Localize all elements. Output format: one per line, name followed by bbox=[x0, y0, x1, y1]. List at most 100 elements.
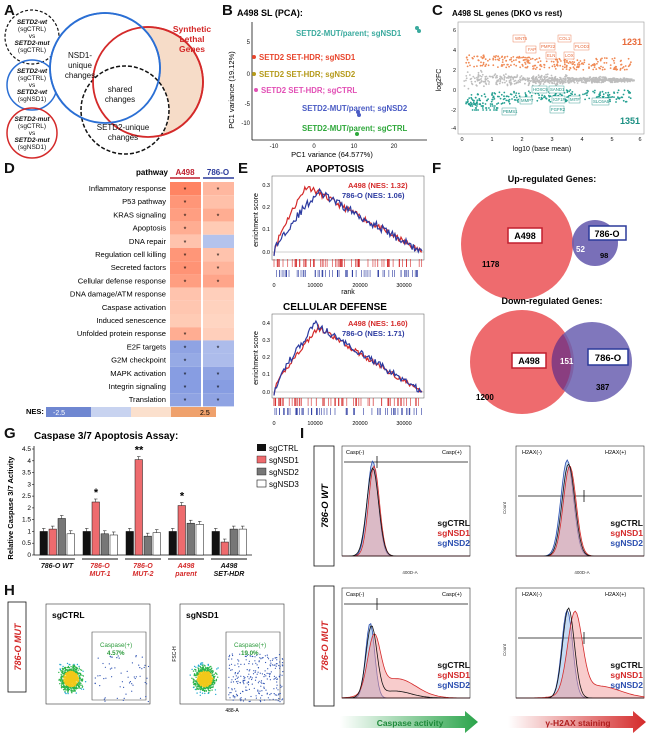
h-gated-event bbox=[251, 678, 253, 681]
h-gated-event bbox=[275, 676, 277, 678]
c-point bbox=[505, 73, 507, 75]
g-ytick: 1.5 bbox=[22, 517, 31, 524]
a-c2-l5: (sgNSD1) bbox=[18, 96, 47, 103]
h-gated-event bbox=[260, 680, 263, 682]
h-gated-event bbox=[245, 686, 247, 688]
h-event bbox=[205, 690, 207, 692]
a-c1-l4: SETD2-mut bbox=[14, 40, 50, 47]
c-down-point bbox=[617, 89, 620, 92]
h-gated-event bbox=[236, 677, 238, 679]
c-up-point bbox=[529, 58, 532, 61]
c-point bbox=[471, 83, 474, 86]
c-up-point bbox=[593, 66, 596, 68]
c-point bbox=[605, 77, 608, 80]
h-event bbox=[76, 676, 78, 678]
d-pathway-label: E2F targets bbox=[127, 342, 166, 351]
d-header-pathway: pathway bbox=[136, 168, 169, 177]
c-down-point bbox=[598, 93, 601, 96]
c-down-point bbox=[627, 89, 629, 92]
h-gated-event bbox=[273, 675, 275, 677]
h-gated-event bbox=[125, 693, 127, 695]
c-point bbox=[575, 79, 578, 81]
c-down-point bbox=[549, 95, 552, 98]
c-point bbox=[583, 78, 586, 81]
c-up-point bbox=[526, 57, 528, 59]
d-cell-a498 bbox=[170, 393, 201, 407]
panel-letter-b: B bbox=[222, 2, 233, 19]
c-point bbox=[513, 83, 516, 85]
h-gated-event bbox=[234, 678, 236, 680]
c-ytick: 0 bbox=[453, 88, 456, 94]
d-cell-a498 bbox=[170, 353, 201, 367]
c-up-point bbox=[466, 65, 469, 68]
c-point bbox=[556, 80, 559, 83]
h-event bbox=[73, 664, 76, 667]
h-event bbox=[79, 676, 81, 678]
h-gated-event bbox=[143, 666, 145, 669]
a-nsd1-1: NSD1- bbox=[68, 51, 92, 60]
d-cell-a498 bbox=[170, 327, 201, 341]
h-event bbox=[72, 669, 75, 672]
h-gated-event bbox=[254, 660, 256, 662]
h-gated-event bbox=[147, 665, 150, 668]
c-down-point bbox=[513, 90, 515, 93]
c-up-point bbox=[508, 65, 510, 68]
h-gated-event bbox=[105, 677, 107, 679]
c-down-point bbox=[592, 90, 594, 93]
c-point bbox=[519, 76, 522, 79]
c-up-point bbox=[505, 66, 508, 69]
c-down-point bbox=[595, 96, 598, 98]
h-event bbox=[76, 671, 79, 673]
c-up-point bbox=[498, 57, 501, 60]
e1-ytick: 0.3 bbox=[262, 183, 270, 189]
h-gated-event bbox=[269, 660, 271, 662]
c-up-point bbox=[484, 65, 487, 67]
d-star: * bbox=[184, 372, 187, 379]
c-xtick: 6 bbox=[638, 137, 641, 143]
d-cell-786o bbox=[203, 340, 234, 354]
h-event bbox=[196, 680, 198, 682]
c-up-gene: COL1 bbox=[559, 36, 571, 41]
g-bar bbox=[109, 534, 118, 556]
h-event bbox=[67, 677, 70, 680]
h-gated-event bbox=[128, 682, 131, 684]
h-event bbox=[66, 687, 69, 689]
c-xlabel: log10 (base mean) bbox=[513, 146, 571, 153]
c-up-point bbox=[500, 65, 503, 67]
g-ytick: 0 bbox=[27, 552, 31, 559]
h-gated-event bbox=[102, 662, 104, 665]
h-gated-event bbox=[237, 682, 239, 684]
f-down-shared: 151 bbox=[560, 357, 574, 366]
h-event bbox=[78, 685, 80, 688]
d-star: * bbox=[217, 385, 220, 392]
h-event bbox=[79, 687, 81, 689]
c-point bbox=[615, 81, 617, 83]
c-xtick: 3 bbox=[550, 137, 553, 143]
b-point bbox=[252, 55, 256, 59]
c-point bbox=[512, 78, 515, 80]
c-up-point bbox=[531, 57, 534, 60]
c-down-point bbox=[466, 101, 469, 104]
h-gated-event bbox=[270, 671, 272, 673]
a-setd2-1: SETD2-unique bbox=[97, 123, 150, 132]
h-event bbox=[209, 666, 211, 668]
panel-f-venn: Up-regulated Genes: A498 786-O 1178 52 9… bbox=[461, 174, 632, 414]
h-event bbox=[198, 685, 200, 688]
c-point bbox=[529, 80, 532, 83]
h-gated-event bbox=[237, 659, 239, 661]
h-event bbox=[201, 682, 203, 684]
h-gated-event bbox=[261, 690, 263, 692]
panel-c-ma-plot: A498 SL genes (DKO vs rest) 6 4 2 0 -2 -… bbox=[436, 9, 645, 153]
h-gated-event bbox=[120, 672, 122, 674]
a-c3-l3: vs bbox=[29, 130, 36, 137]
c-up-point bbox=[597, 60, 599, 63]
c-point bbox=[519, 81, 521, 83]
c-point bbox=[564, 81, 567, 84]
b-label-1: SETD2-MUT/parent; sgNSD1 bbox=[296, 29, 402, 38]
h-event bbox=[202, 681, 205, 684]
h-event bbox=[198, 682, 200, 684]
h-gated-event bbox=[116, 697, 118, 699]
h-gated-event bbox=[253, 687, 255, 689]
c-point bbox=[599, 75, 601, 78]
d-star: * bbox=[184, 345, 187, 352]
